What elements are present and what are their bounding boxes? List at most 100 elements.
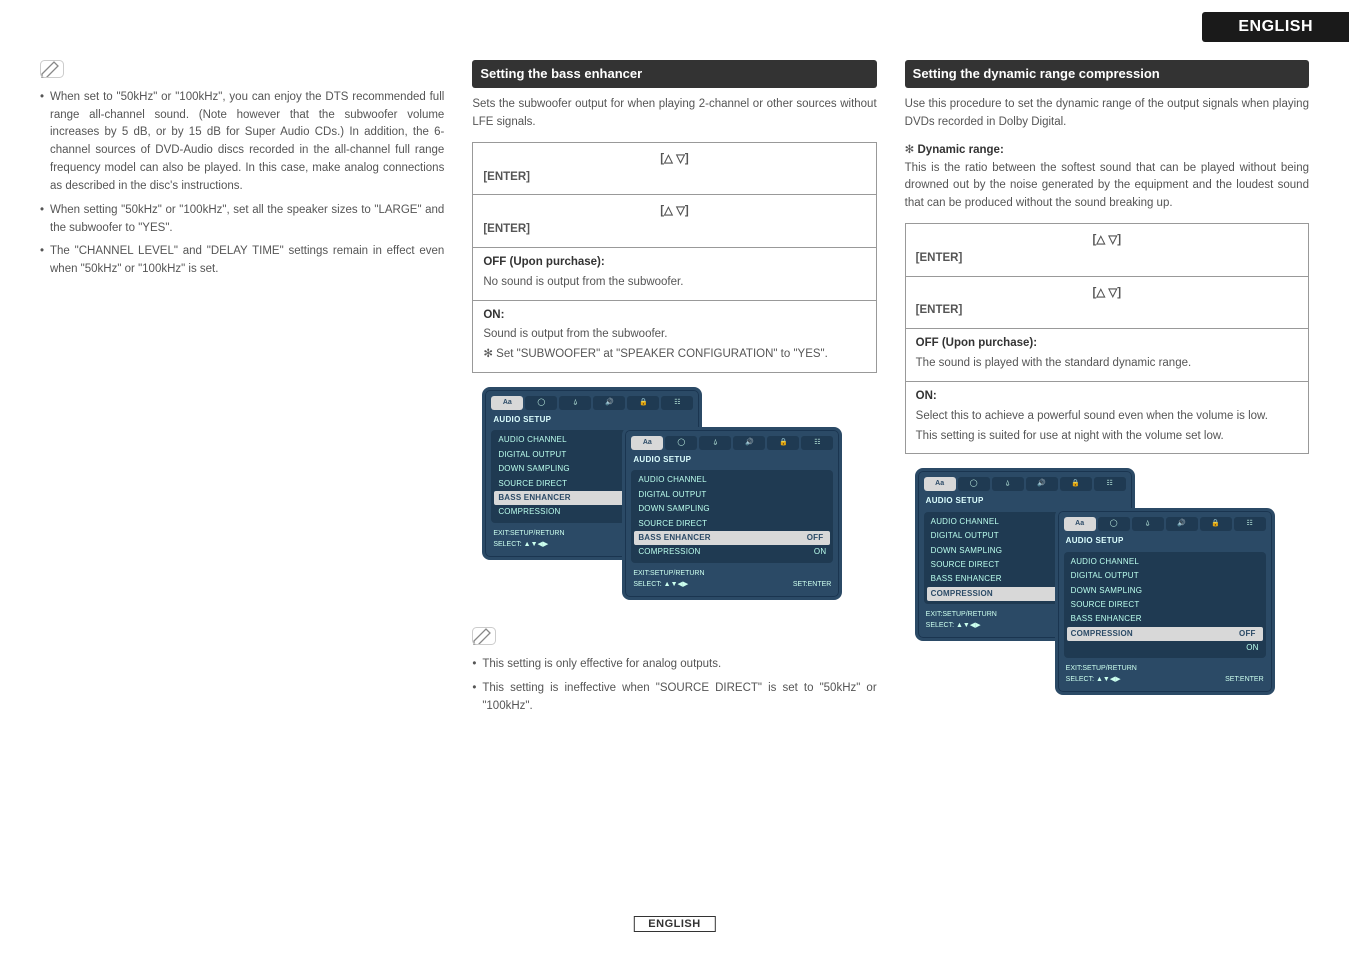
mid-s2-item-3: SOURCE DIRECT	[634, 517, 830, 531]
mid-note-1: This setting is only effective for analo…	[472, 656, 876, 674]
right-intro: Use this procedure to set the dynamic ra…	[905, 96, 1309, 132]
mid-step1-enter: [ENTER]	[483, 169, 865, 187]
mid-off-text: No sound is output from the subwoofer.	[483, 274, 865, 292]
mid-on-label: ON:	[483, 309, 504, 321]
mid-s2-item-2: DOWN SAMPLING	[634, 502, 830, 516]
right-step2-arrows: [△ ▽]	[916, 285, 1298, 303]
tab-speaker-icon: 🔊	[1166, 517, 1198, 531]
tab-speaker-icon: 🔊	[593, 396, 625, 410]
mid-s2-item-5-label: COMPRESSION	[638, 546, 700, 558]
right-s2-foot-left: EXIT:SETUP/RETURN	[1066, 664, 1137, 675]
mid-s1-tabs: Aa ◯ ⍙ 🔊 🔒 ☷	[491, 396, 693, 410]
tab-lock-icon: 🔒	[1060, 477, 1092, 491]
tab-aa-icon: Aa	[631, 436, 663, 450]
mid-step2-arrows: [△ ▽]	[483, 203, 865, 221]
mid-s1-title: AUDIO SETUP	[493, 414, 693, 426]
tab-person-icon: ⍙	[992, 477, 1024, 491]
right-s2-item-0: AUDIO CHANNEL	[1067, 555, 1263, 569]
mid-s2-item-1: DIGITAL OUTPUT	[634, 488, 830, 502]
mid-s2-menu: AUDIO CHANNEL DIGITAL OUTPUT DOWN SAMPLI…	[631, 470, 833, 562]
right-dyn-text: This is the ratio between the softest so…	[905, 162, 1309, 210]
mid-off-block: OFF (Upon purchase): No sound is output …	[472, 248, 876, 301]
right-off-text: The sound is played with the standard dy…	[916, 355, 1298, 373]
tab-aa-icon: Aa	[491, 396, 523, 410]
tab-misc-icon: ☷	[1094, 477, 1126, 491]
tab-disc-icon: ◯	[665, 436, 697, 450]
tab-speaker-icon: 🔊	[733, 436, 765, 450]
column-middle: Setting the bass enhancer Sets the subwo…	[472, 60, 876, 721]
right-step1-enter: [ENTER]	[916, 250, 1298, 268]
tab-lock-icon: 🔒	[627, 396, 659, 410]
mid-step-1: [△ ▽] [ENTER]	[472, 142, 876, 196]
left-bullet-list: When set to "50kHz" or "100kHz", you can…	[40, 89, 444, 279]
mid-s2-item-0: AUDIO CHANNEL	[634, 473, 830, 487]
right-screen-2: Aa ◯ ⍙ 🔊 🔒 ☷ AUDIO SETUP AUDIO CHANNEL D…	[1055, 508, 1275, 695]
tab-disc-icon: ◯	[1098, 517, 1130, 531]
mid-heading: Setting the bass enhancer	[472, 60, 876, 88]
right-s2-item-3: SOURCE DIRECT	[1067, 598, 1263, 612]
right-s1-foot-left: EXIT:SETUP/RETURN	[926, 610, 997, 621]
tab-disc-icon: ◯	[958, 477, 990, 491]
right-s2-item-5: COMPRESSIONOFF	[1067, 627, 1263, 641]
mid-s2-item-4: BASS ENHANCEROFF	[634, 531, 830, 545]
right-s2-foot: EXIT:SETUP/RETURN SELECT: ▲▼◀▶ SET:ENTER	[1064, 664, 1266, 686]
tab-lock-icon: 🔒	[767, 436, 799, 450]
right-on-label: ON:	[916, 390, 937, 402]
mid-note-2: This setting is ineffective when "SOURCE…	[472, 680, 876, 716]
right-on-text: Select this to achieve a powerful sound …	[916, 408, 1298, 426]
mid-s2-opt-off: OFF	[804, 532, 827, 544]
mid-intro: Sets the subwoofer output for when playi…	[472, 96, 876, 132]
mid-s2-foot-left: EXIT:SETUP/RETURN	[633, 569, 704, 580]
right-off-block: OFF (Upon purchase): The sound is played…	[905, 329, 1309, 382]
mid-screen-2: Aa ◯ ⍙ 🔊 🔒 ☷ AUDIO SETUP AUDIO CHANNEL D…	[622, 427, 842, 599]
right-s1-title: AUDIO SETUP	[926, 495, 1126, 507]
tab-misc-icon: ☷	[1234, 517, 1266, 531]
mid-s2-opt-on: ON	[814, 546, 826, 558]
right-s2-item-2: DOWN SAMPLING	[1067, 584, 1263, 598]
pencil-icon	[472, 627, 496, 645]
mid-s2-foot-left2: SELECT: ▲▼◀▶	[633, 580, 704, 591]
mid-on-text: Sound is output from the subwoofer.	[483, 326, 865, 344]
tab-person-icon: ⍙	[699, 436, 731, 450]
right-step1-arrows: [△ ▽]	[916, 232, 1298, 250]
left-bullet-1: When set to "50kHz" or "100kHz", you can…	[40, 89, 444, 196]
tab-aa-icon: Aa	[1064, 517, 1096, 531]
right-s1-foot-left2: SELECT: ▲▼◀▶	[926, 621, 997, 632]
right-screens: Aa ◯ ⍙ 🔊 🔒 ☷ AUDIO SETUP AUDIO CHANNEL D…	[905, 468, 1309, 698]
mid-on-note: Set "SUBWOOFER" at "SPEAKER CONFIGURATIO…	[483, 346, 865, 364]
right-step2-enter: [ENTER]	[916, 302, 1298, 320]
right-s2-tabs: Aa ◯ ⍙ 🔊 🔒 ☷	[1064, 517, 1266, 531]
left-bullet-3: The "CHANNEL LEVEL" and "DELAY TIME" set…	[40, 243, 444, 279]
columns: When set to "50kHz" or "100kHz", you can…	[40, 60, 1309, 721]
page: ENGLISH When set to "50kHz" or "100kHz",…	[0, 0, 1349, 954]
tab-person-icon: ⍙	[1132, 517, 1164, 531]
right-step-2: [△ ▽] [ENTER]	[905, 277, 1309, 330]
mid-s2-item-5: COMPRESSION ON	[634, 545, 830, 559]
pencil-icon	[40, 60, 64, 78]
right-s2-foot-right: SET:ENTER	[1225, 675, 1264, 686]
mid-s2-foot-right: SET:ENTER	[793, 580, 832, 591]
mid-step-2: [△ ▽] [ENTER]	[472, 195, 876, 248]
mid-s1-foot-left2: SELECT: ▲▼◀▶	[493, 540, 564, 551]
right-s2-title: AUDIO SETUP	[1066, 535, 1266, 547]
tab-aa-icon: Aa	[924, 477, 956, 491]
right-s2-foot-left2: SELECT: ▲▼◀▶	[1066, 675, 1137, 686]
tab-misc-icon: ☷	[801, 436, 833, 450]
right-s2-opt-off: OFF	[1236, 628, 1259, 640]
column-right: Setting the dynamic range compression Us…	[905, 60, 1309, 721]
right-step-1: [△ ▽] [ENTER]	[905, 223, 1309, 277]
tab-disc-icon: ◯	[525, 396, 557, 410]
left-bullet-2: When setting "50kHz" or "100kHz", set al…	[40, 202, 444, 238]
right-s2-opt-on-row: ON	[1067, 641, 1263, 655]
mid-on-block: ON: Sound is output from the subwoofer. …	[472, 301, 876, 373]
mid-step1-arrows: [△ ▽]	[483, 151, 865, 169]
mid-off-label: OFF (Upon purchase):	[483, 256, 604, 268]
right-s2-item-1: DIGITAL OUTPUT	[1067, 569, 1263, 583]
tab-person-icon: ⍙	[559, 396, 591, 410]
mid-s2-foot: EXIT:SETUP/RETURN SELECT: ▲▼◀▶ SET:ENTER	[631, 569, 833, 591]
right-s2-opt-on: ON	[1246, 642, 1258, 654]
right-dyn: ✻ Dynamic range: This is the ratio betwe…	[905, 142, 1309, 213]
mid-s2-tabs: Aa ◯ ⍙ 🔊 🔒 ☷	[631, 436, 833, 450]
tab-speaker-icon: 🔊	[1026, 477, 1058, 491]
mid-s2-title: AUDIO SETUP	[633, 454, 833, 466]
